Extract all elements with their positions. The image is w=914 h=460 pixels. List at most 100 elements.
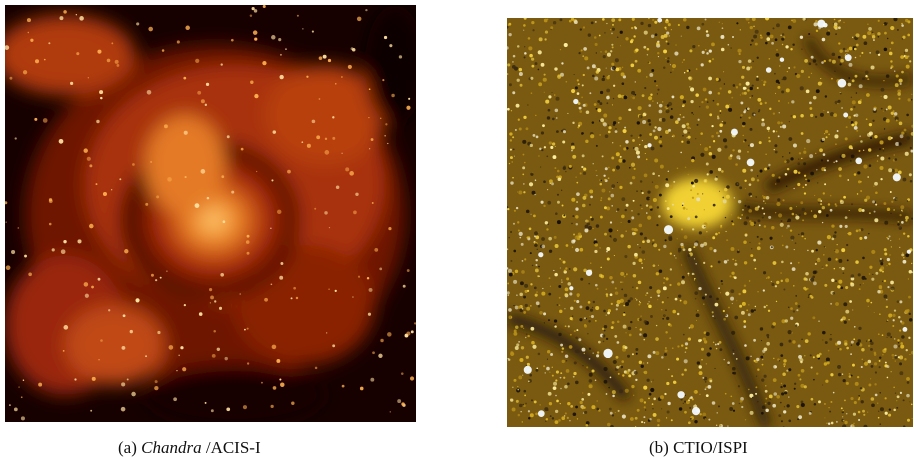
star — [768, 216, 771, 219]
star — [76, 14, 77, 15]
star — [536, 291, 537, 292]
star — [210, 302, 211, 303]
star — [841, 318, 843, 320]
star — [893, 319, 895, 321]
star — [550, 286, 551, 287]
star — [814, 22, 818, 26]
star — [707, 352, 711, 356]
star — [577, 418, 578, 419]
star — [866, 93, 870, 97]
star — [584, 325, 587, 328]
star — [48, 42, 50, 44]
star — [584, 229, 588, 233]
star — [766, 67, 772, 73]
star — [900, 55, 904, 59]
star — [569, 20, 572, 23]
star — [319, 98, 321, 100]
star — [602, 155, 604, 157]
star — [613, 360, 617, 364]
star — [664, 353, 667, 356]
star — [810, 278, 814, 282]
star — [719, 130, 722, 133]
star — [744, 261, 747, 264]
star — [622, 159, 625, 162]
star — [96, 120, 99, 123]
star — [887, 377, 889, 379]
star — [684, 411, 687, 414]
star — [705, 49, 706, 50]
star — [771, 226, 774, 229]
star — [539, 37, 543, 41]
figure-page: (a) Chandra /ACIS-I (b) CTIO/ISPI (() =>… — [0, 0, 914, 460]
star — [884, 248, 887, 251]
star — [829, 411, 831, 413]
star — [696, 313, 700, 317]
star — [769, 395, 773, 399]
star — [635, 379, 637, 381]
star — [800, 114, 804, 118]
star — [905, 55, 909, 59]
star — [542, 288, 543, 289]
star — [794, 388, 796, 390]
star — [617, 37, 619, 39]
star — [557, 75, 561, 79]
star — [624, 127, 626, 129]
star — [610, 29, 611, 30]
star — [514, 67, 518, 71]
star — [560, 49, 561, 50]
star — [829, 338, 832, 341]
star — [524, 52, 527, 55]
star — [210, 296, 214, 300]
star — [880, 392, 881, 393]
star — [855, 57, 857, 59]
star — [828, 30, 830, 32]
star — [598, 341, 601, 344]
star — [544, 146, 546, 148]
star — [652, 239, 654, 241]
star — [522, 173, 524, 175]
star — [776, 23, 780, 27]
star — [863, 283, 864, 284]
star — [833, 161, 835, 163]
star — [652, 182, 653, 183]
star — [768, 164, 770, 166]
star — [690, 128, 691, 129]
star — [631, 385, 634, 388]
star — [757, 179, 759, 181]
star — [689, 327, 691, 329]
star — [640, 204, 642, 206]
star — [748, 22, 749, 23]
star — [119, 178, 121, 180]
star — [98, 359, 99, 360]
star — [538, 275, 540, 277]
star — [84, 282, 89, 287]
star — [850, 283, 854, 287]
star — [801, 339, 802, 340]
star — [580, 172, 582, 174]
star — [379, 268, 382, 271]
star — [563, 261, 566, 264]
star — [611, 184, 615, 188]
star — [596, 354, 599, 357]
star — [899, 371, 903, 375]
star — [888, 157, 890, 159]
star — [890, 191, 892, 193]
star — [874, 211, 876, 213]
star — [752, 397, 753, 398]
star — [526, 237, 528, 239]
star — [605, 288, 607, 290]
star — [867, 76, 869, 78]
star — [841, 407, 843, 409]
star — [738, 217, 740, 219]
star — [677, 168, 679, 170]
star — [672, 69, 673, 70]
star — [903, 327, 908, 332]
star — [740, 218, 742, 220]
star — [558, 285, 561, 288]
star — [523, 296, 526, 299]
star — [646, 292, 648, 294]
star — [680, 243, 683, 246]
star — [684, 235, 688, 239]
star — [551, 92, 552, 93]
chandra-image — [5, 5, 416, 422]
